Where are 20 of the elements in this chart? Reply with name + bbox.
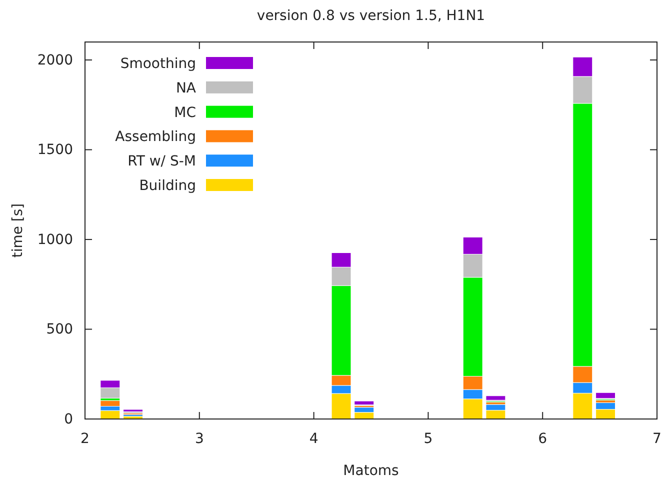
legend-label: Smoothing [120, 56, 196, 72]
x-tick-label: 2 [80, 430, 90, 447]
x-tick-label: 3 [194, 430, 204, 447]
x-tick-label: 7 [652, 430, 662, 447]
x-tick-label: 5 [424, 430, 433, 447]
legend-label: NA [176, 80, 196, 96]
x-tick-label: 4 [309, 430, 318, 447]
legend-label: RT w/ S-M [128, 154, 196, 170]
x-axis-title: Matoms [343, 463, 399, 479]
y-tick-label: 1500 [37, 142, 73, 158]
x-tick-label: 6 [538, 430, 548, 447]
legend-label: Building [139, 178, 196, 194]
legend-label: Assembling [115, 129, 196, 146]
y-tick-label: 1000 [37, 232, 73, 248]
y-tick-label: 0 [64, 411, 73, 428]
y-tick-label: 2000 [37, 52, 73, 68]
legend-label: MC [174, 104, 196, 121]
y-axis-title: time [s] [10, 203, 26, 258]
chart-title: version 0.8 vs version 1.5, H1N1 [256, 8, 486, 24]
y-tick-label: 500 [46, 322, 73, 338]
